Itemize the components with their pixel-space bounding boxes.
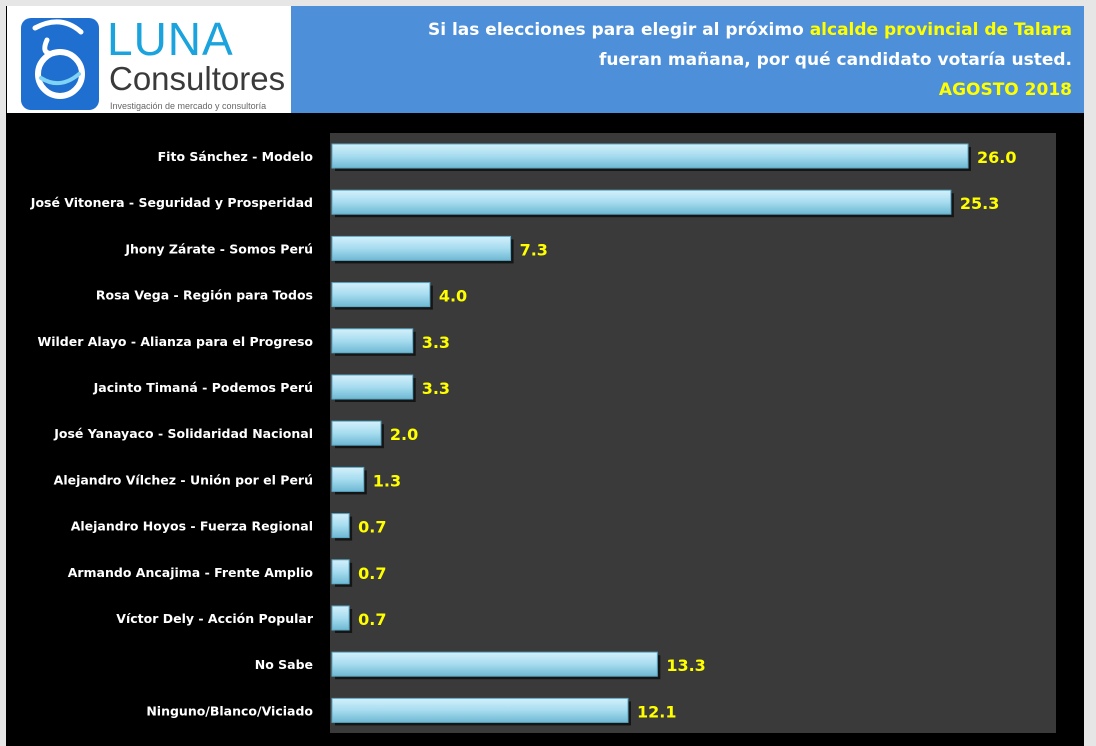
bar <box>331 189 952 215</box>
bar <box>331 559 350 585</box>
bar <box>331 282 431 308</box>
chart-title-banner: Si las elecciones para elegir al próximo… <box>291 6 1084 113</box>
category-label: Jacinto Timaná - Podemos Perú <box>93 380 313 395</box>
bar <box>331 374 414 400</box>
plot-area <box>330 133 1056 733</box>
bar <box>331 605 350 631</box>
category-label: Ninguno/Blanco/Viciado <box>146 703 313 718</box>
category-label: José Vitonera - Seguridad y Prosperidad <box>30 195 313 210</box>
brand-name-consultores: Consultores <box>109 60 286 97</box>
value-label: 26.0 <box>977 148 1016 167</box>
title-line-1-text: Si las elecciones para elegir al próximo <box>427 20 810 40</box>
category-label: Víctor Dely - Acción Popular <box>116 611 314 626</box>
bar <box>331 466 365 492</box>
bar <box>331 235 512 261</box>
category-label: Armando Ancajima - Frente Amplio <box>68 565 314 580</box>
value-label: 0.7 <box>358 564 386 583</box>
brand-tagline: Investigación de mercado y consultoría <box>110 101 267 111</box>
value-label: 3.3 <box>422 333 450 352</box>
value-label: 4.0 <box>439 287 467 306</box>
value-label: 2.0 <box>390 425 418 444</box>
bar <box>331 697 629 723</box>
category-label: Jhony Zárate - Somos Perú <box>124 241 313 256</box>
title-date: AGOSTO 2018 <box>938 80 1072 100</box>
value-label: 25.3 <box>960 194 999 213</box>
value-label: 7.3 <box>520 240 548 259</box>
category-label: Alejandro Hoyos - Fuerza Regional <box>71 519 313 534</box>
bar <box>331 420 382 446</box>
value-label: 12.1 <box>637 702 676 721</box>
category-label: Fito Sánchez - Modelo <box>158 149 314 164</box>
value-label: 3.3 <box>422 379 450 398</box>
value-label: 1.3 <box>373 471 401 490</box>
category-label: Rosa Vega - Región para Todos <box>96 288 313 303</box>
luna-logo-icon <box>21 18 99 110</box>
value-label: 13.3 <box>666 656 705 675</box>
category-label: José Yanayaco - Solidaridad Nacional <box>53 426 313 441</box>
value-label: 0.7 <box>358 518 386 537</box>
category-label: Alejandro Vílchez - Unión por el Perú <box>54 472 313 487</box>
category-label: No Sabe <box>255 657 313 672</box>
brand-logo: LUNA Consultores Investigación de mercad… <box>7 6 291 113</box>
title-line-2: fueran mañana, por qué candidato votaría… <box>599 50 1072 70</box>
bar <box>331 651 658 677</box>
bar <box>331 513 350 539</box>
brand-name-luna: LUNA <box>107 13 234 65</box>
bar <box>331 328 414 354</box>
category-label: Wilder Alayo - Alianza para el Progreso <box>37 334 313 349</box>
title-line-1-highlight: alcalde provincial de Talara <box>809 20 1072 40</box>
title-line-1: Si las elecciones para elegir al próximo… <box>428 20 1072 40</box>
bar <box>331 143 969 169</box>
value-label: 0.7 <box>358 610 386 629</box>
